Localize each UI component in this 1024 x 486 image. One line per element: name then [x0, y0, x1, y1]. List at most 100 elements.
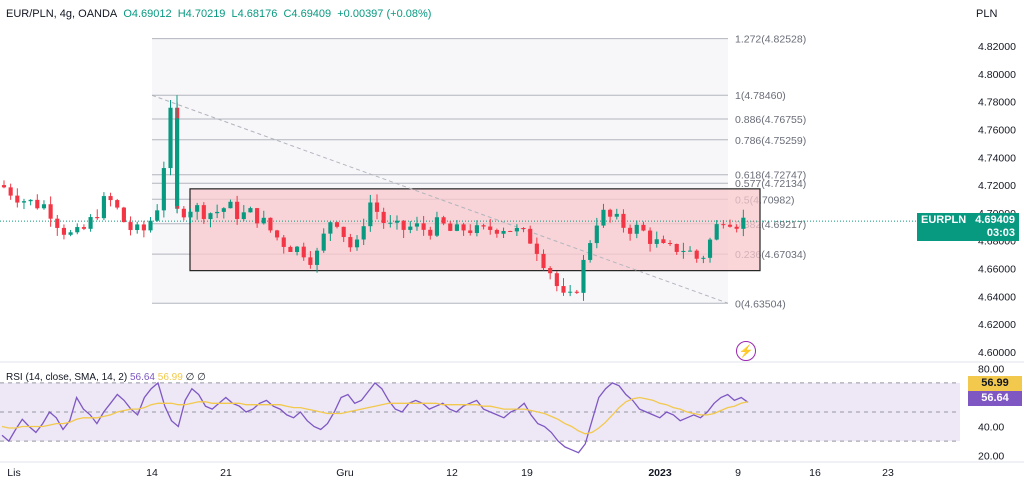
candle-body: [361, 226, 366, 240]
last-price-tag: EURPLN 4.69409 03:03: [917, 213, 1019, 241]
rsi-tick-label: 80.00: [978, 363, 1004, 375]
time-tick-label: 12: [446, 467, 458, 479]
candle-body: [261, 217, 266, 224]
time-axis[interactable]: Lis 14 21 Gru 12 19 2023 9 16 23: [0, 461, 1024, 479]
candle-body: [428, 229, 433, 236]
currency-label: PLN: [976, 8, 998, 20]
flash-icon[interactable]: ⚡: [736, 341, 756, 361]
candlestick-series: [1, 95, 746, 301]
candle-body: [348, 237, 353, 248]
rsi-tick-label: 20.00: [978, 451, 1004, 463]
candle-body: [408, 226, 413, 230]
candle-body: [288, 246, 293, 253]
fib-label: 1.272(4.82528): [735, 34, 806, 46]
candle-body: [521, 228, 526, 230]
symbol-legend[interactable]: EUR/PLN, 4g, OANDA O4.69012 H4.70219 L4.…: [6, 8, 434, 20]
candle-body: [334, 222, 340, 227]
candle-body: [141, 224, 146, 231]
candle-body: [255, 208, 260, 224]
candle-body: [687, 250, 693, 252]
candle-body: [514, 228, 519, 232]
candle-body: [488, 226, 493, 230]
candle-body: [434, 217, 440, 236]
time-tick-label: 21: [220, 467, 232, 479]
candle-body: [235, 201, 240, 220]
candle-body: [1, 185, 7, 188]
price-tick-label: 4.72000: [978, 180, 1016, 192]
candle-body: [368, 202, 373, 227]
candle-body: [215, 211, 220, 214]
candle-body: [61, 227, 67, 235]
candle-body: [341, 226, 346, 238]
price-tick-label: 4.74000: [978, 152, 1016, 164]
time-tick-label: 23: [882, 467, 894, 479]
candle-body: [554, 273, 559, 287]
candle-body: [35, 199, 40, 209]
candle-body: [734, 226, 739, 229]
rsi-sma-tag: 56.99: [968, 376, 1022, 391]
price-tag-price: 4.69409: [975, 214, 1015, 226]
rsi-title[interactable]: RSI (14, close, SMA, 14, 2): [6, 372, 128, 383]
candle-body: [135, 224, 140, 231]
candle-body: [81, 227, 86, 229]
candle-body: [354, 239, 360, 248]
candle-body: [654, 239, 659, 244]
candle-body: [195, 205, 200, 212]
candle-body: [281, 237, 286, 247]
candle-body: [175, 118, 179, 206]
symbol-title[interactable]: EUR/PLN, 4g, OANDA: [6, 8, 118, 20]
price-axis[interactable]: 4.82000 4.80000 4.78000 4.76000 4.74000 4.720…: [978, 41, 1016, 359]
candle-body: [394, 220, 400, 223]
candle-body: [414, 223, 420, 227]
fib-label: 1(4.78460): [735, 90, 786, 102]
candle-body: [594, 225, 599, 244]
candle-body: [308, 257, 313, 265]
candle-body: [201, 205, 206, 220]
rsi-tick-label: 40.00: [978, 422, 1004, 434]
candle-body: [301, 246, 306, 258]
candle-body: [48, 204, 53, 219]
candle-body: [561, 286, 566, 293]
candle-body: [548, 268, 553, 274]
candle-body: [707, 239, 713, 258]
candle-body: [441, 217, 446, 224]
candle-body: [461, 224, 466, 231]
candle-body: [248, 208, 253, 213]
candle-body: [528, 228, 533, 244]
candle-body: [161, 168, 166, 211]
price-tag-timer: 03:03: [986, 227, 1015, 239]
candle-body: [668, 242, 673, 244]
candle-body: [101, 196, 106, 219]
rsi-value-tag: 56.64: [968, 391, 1022, 406]
candle-body: [314, 250, 320, 265]
change-value: +0.00397 (+0.08%): [337, 8, 432, 20]
rsi-sma-line: [1, 396, 749, 435]
time-tick-label: 14: [146, 467, 158, 479]
candle-body: [634, 224, 639, 234]
candle-body: [21, 201, 27, 203]
candle-body: [28, 199, 33, 202]
candle-body: [741, 217, 746, 229]
open-value: O4.69012: [123, 8, 172, 20]
high-value: H4.70219: [177, 8, 226, 20]
price-tick-label: 4.64000: [978, 291, 1016, 303]
candle-body: [268, 217, 273, 231]
candle-body: [88, 217, 93, 229]
candle-body: [601, 209, 606, 226]
candle-body: [421, 223, 426, 230]
candle-body: [381, 211, 386, 224]
candle-body: [727, 224, 733, 227]
price-tick-label: 4.60000: [978, 347, 1016, 359]
price-tick-label: 4.62000: [978, 319, 1016, 331]
rsi-legend[interactable]: RSI (14, close, SMA, 14, 2) 56.64 56.99 …: [6, 372, 206, 383]
candle-body: [95, 217, 100, 219]
trend-line[interactable]: [0, 94, 960, 304]
candle-body: [481, 225, 486, 227]
candle-body: [168, 107, 173, 169]
candle-body: [508, 230, 513, 232]
candle-body: [474, 225, 479, 234]
candle-body: [541, 253, 546, 269]
candle-body: [501, 230, 506, 234]
candle-body: [15, 195, 20, 203]
